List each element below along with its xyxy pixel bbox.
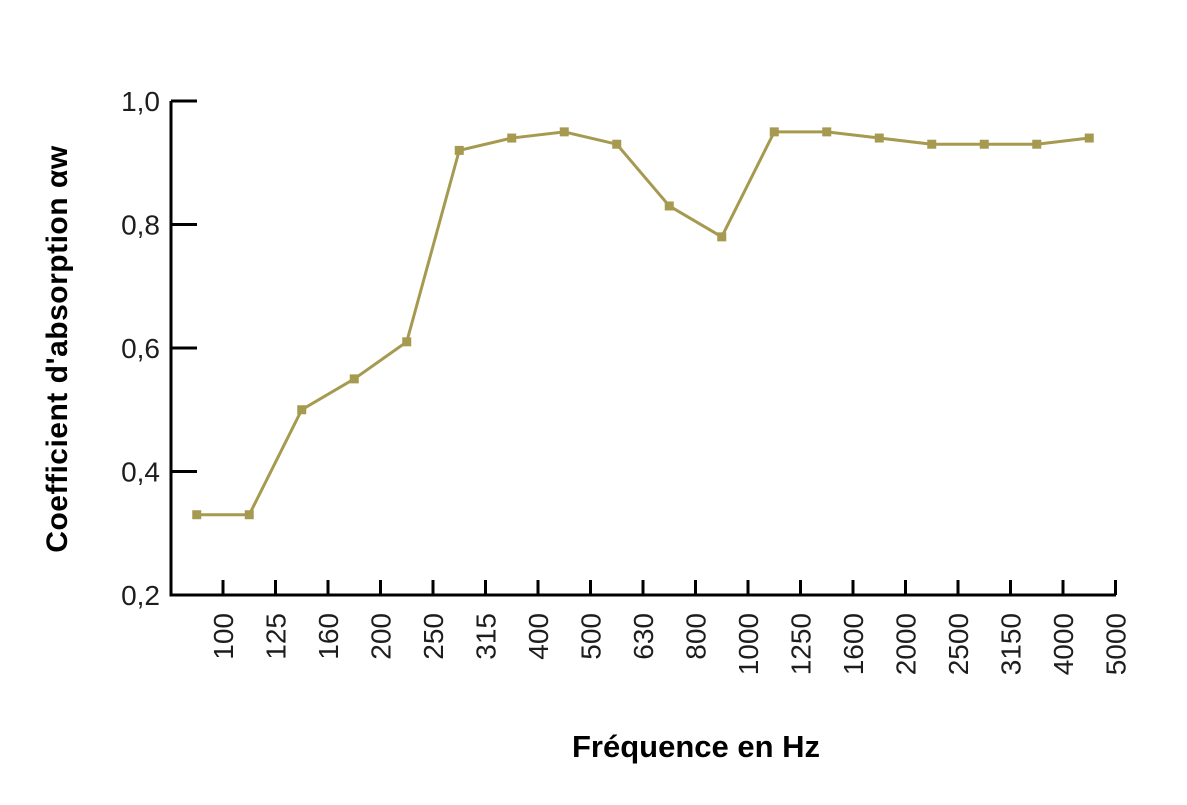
x-axis-tick-labels: 100 125 160 200 250 315 400 500 630 800 1000 1250 16… xyxy=(208,613,1132,675)
x-tick-label: 160 xyxy=(313,613,344,660)
y-axis-tick-labels: 0,2 0,4 0,6 0,8 1,0 xyxy=(121,86,160,611)
y-axis-ticks xyxy=(171,99,197,597)
data-point-marker xyxy=(297,405,307,415)
x-tick-label: 2500 xyxy=(943,613,974,675)
x-tick-label: 100 xyxy=(208,613,239,660)
data-point-marker xyxy=(192,510,202,520)
x-axis-title: Fréquence en Hz xyxy=(571,729,821,764)
x-tick-label: 1000 xyxy=(733,613,764,675)
data-line xyxy=(196,130,1090,517)
x-axis-ticks xyxy=(221,580,1117,595)
data-point-marker xyxy=(717,232,727,242)
y-tick-label: 0,2 xyxy=(121,580,160,611)
x-tick-label: 4000 xyxy=(1048,613,1079,675)
x-tick-label: 2000 xyxy=(891,613,922,675)
data-point-marker xyxy=(1084,133,1094,143)
x-tick-label: 125 xyxy=(261,613,292,660)
y-tick-label: 0,4 xyxy=(121,457,160,488)
x-tick-label: 500 xyxy=(576,613,607,660)
data-point-marker xyxy=(244,510,254,520)
x-tick-label: 250 xyxy=(418,613,449,660)
x-tick-label: 1600 xyxy=(838,613,869,675)
y-tick-label: 1,0 xyxy=(121,86,160,117)
x-tick-label: 3150 xyxy=(996,613,1027,675)
data-point-marker xyxy=(349,374,359,384)
data-point-marker xyxy=(822,127,832,137)
data-point-marker xyxy=(664,201,674,211)
data-point-markers xyxy=(192,127,1094,520)
x-tick-label: 400 xyxy=(523,613,554,660)
x-tick-label: 630 xyxy=(628,613,659,660)
data-point-marker xyxy=(979,139,989,149)
x-tick-label: 5000 xyxy=(1101,613,1132,675)
data-point-marker xyxy=(612,139,622,149)
data-point-marker xyxy=(454,145,464,155)
data-point-marker xyxy=(874,133,884,143)
data-point-marker xyxy=(507,133,517,143)
data-point-marker xyxy=(769,127,779,137)
data-point-marker xyxy=(1032,139,1042,149)
x-tick-label: 315 xyxy=(471,613,502,660)
x-tick-label: 1250 xyxy=(786,613,817,675)
data-point-marker xyxy=(559,127,569,137)
data-point-marker xyxy=(927,139,937,149)
data-point-marker xyxy=(402,337,412,347)
x-tick-label: 800 xyxy=(681,613,712,660)
x-tick-label: 200 xyxy=(366,613,397,660)
y-tick-label: 0,6 xyxy=(121,333,160,364)
y-tick-label: 0,8 xyxy=(121,210,160,241)
